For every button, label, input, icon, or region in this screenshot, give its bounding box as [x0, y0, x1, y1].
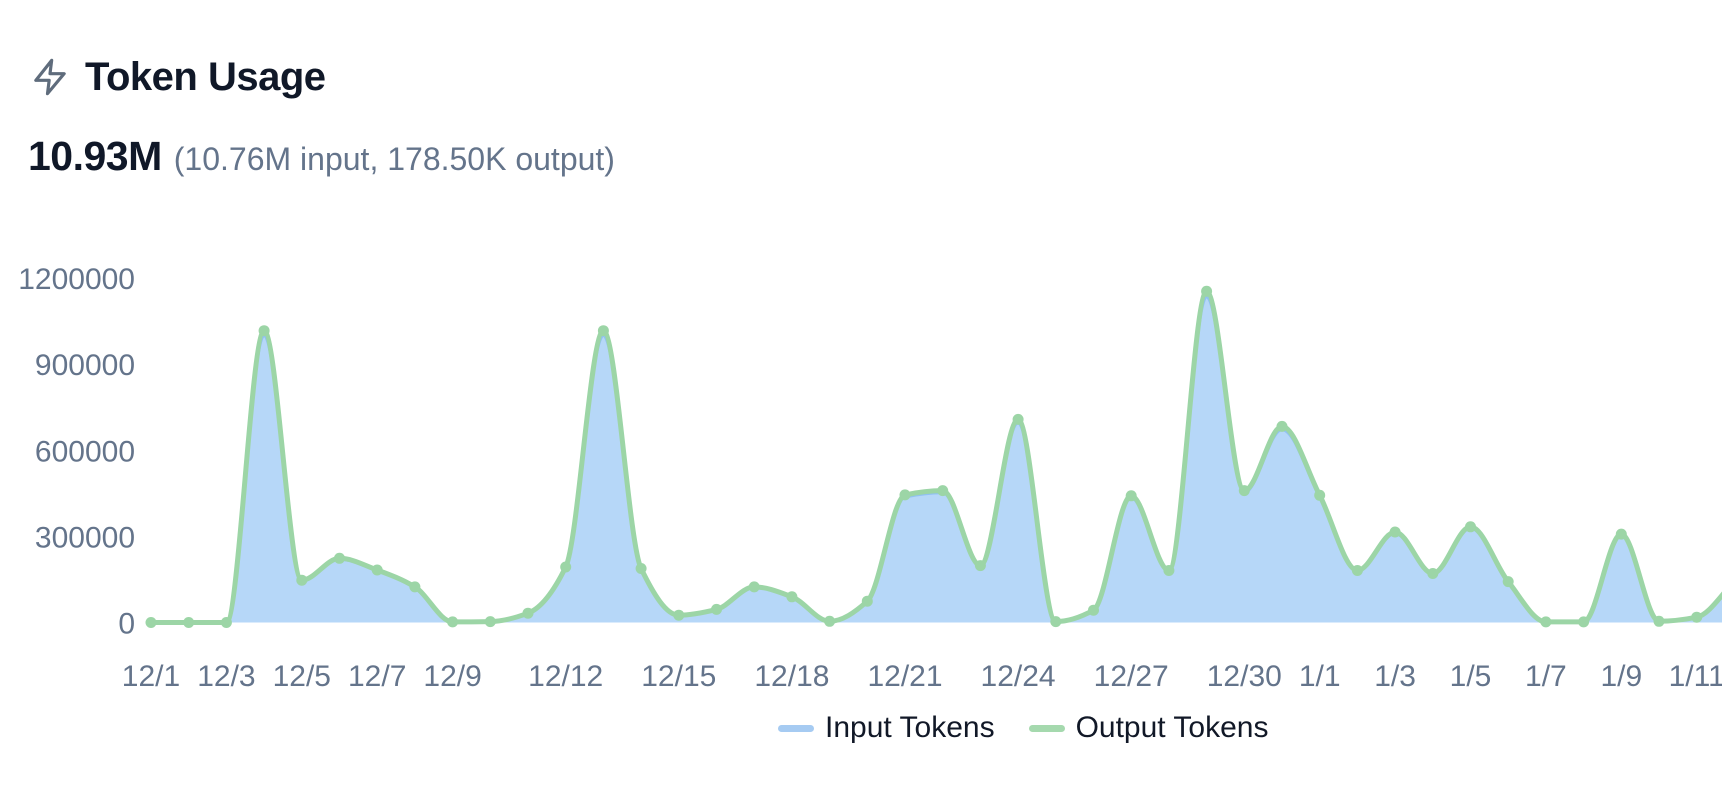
data-point-dot	[974, 560, 986, 572]
data-point-dot	[1578, 616, 1590, 628]
data-point-dot	[296, 574, 308, 586]
data-point-dot	[409, 581, 421, 593]
token-usage-chart-svg: 1200000 900000 600000 300000 0 12/1 12/3 12/5 12…	[18, 263, 1722, 693]
x-axis-tick-label: 1/3	[1374, 660, 1416, 693]
token-usage-chart: 1200000 900000 600000 300000 0 12/1 12/3 12/5 12…	[0, 230, 1722, 700]
data-point-dot	[1351, 565, 1363, 576]
output-tokens-legend-swatch	[1028, 724, 1065, 732]
data-point-dot	[937, 485, 949, 497]
data-point-dot	[1050, 616, 1062, 628]
x-axis-tick-label: 12/7	[348, 660, 406, 693]
y-axis-tick-label: 1200000	[18, 263, 135, 296]
data-point-dot	[145, 617, 157, 628]
x-axis-tick-label: 1/7	[1525, 660, 1567, 693]
data-point-dot	[711, 603, 722, 615]
panel-header: Token Usage	[30, 54, 326, 100]
data-point-dot	[1389, 526, 1401, 538]
data-point-dot	[673, 609, 685, 621]
x-axis-tick-label: 12/1	[122, 660, 180, 693]
data-point-dot	[1540, 616, 1552, 628]
chart-legend: Input Tokens Output Tokens	[778, 711, 1268, 745]
x-axis-tick-label: 1/1	[1299, 660, 1341, 693]
legend-item-input-tokens: Input Tokens	[778, 711, 995, 745]
data-point-dot	[183, 617, 195, 628]
data-point-dot	[220, 617, 232, 628]
data-point-dot	[1427, 568, 1439, 579]
data-point-dot	[1238, 485, 1250, 497]
y-axis-tick-label: 900000	[35, 349, 135, 382]
x-axis-tick-label: 12/27	[1094, 660, 1169, 693]
data-point-dot	[597, 325, 609, 337]
data-point-dot	[1653, 615, 1665, 627]
data-point-dot	[560, 561, 572, 573]
data-point-dot	[1615, 528, 1627, 540]
x-axis-tick-label: 12/24	[981, 660, 1056, 693]
x-axis-tick-label: 12/15	[641, 660, 716, 693]
legend-label: Input Tokens	[825, 711, 995, 744]
data-point-dot	[1502, 576, 1514, 588]
x-axis-tick-label: 1/9	[1600, 660, 1642, 693]
data-point-dot	[1012, 413, 1024, 425]
data-point-dot	[1691, 611, 1703, 623]
data-point-dot	[371, 564, 383, 576]
x-axis-tick-label: 12/18	[754, 660, 829, 693]
data-point-dot	[1314, 489, 1326, 501]
x-axis-tick-label: 12/5	[273, 660, 331, 693]
legend-item-output-tokens: Output Tokens	[1028, 711, 1269, 745]
data-point-dot	[1088, 604, 1099, 616]
x-axis-tick-label: 12/21	[867, 660, 942, 693]
data-point-dot	[447, 616, 459, 628]
page-title: Token Usage	[85, 54, 326, 99]
x-axis-tick-label: 1/11	[1669, 660, 1722, 693]
data-point-dot	[899, 489, 911, 501]
x-axis-tick-label: 1/5	[1450, 660, 1492, 693]
data-point-dot	[635, 563, 647, 574]
x-axis-tick-label: 12/9	[423, 660, 481, 693]
legend-label: Output Tokens	[1075, 711, 1269, 744]
data-point-dot	[861, 595, 873, 607]
tokens-breakdown: (10.76M input, 178.50K output)	[173, 141, 615, 177]
data-point-dot	[334, 552, 345, 564]
data-point-dot	[1125, 490, 1137, 502]
y-axis-tick-label: 300000	[35, 521, 135, 554]
data-point-dot	[484, 616, 496, 628]
usage-summary: 10.93M (10.76M input, 178.50K output)	[28, 133, 615, 180]
data-point-dot	[824, 615, 836, 627]
y-axis-tick-label: 600000	[35, 435, 135, 468]
data-point-dot	[1276, 420, 1288, 432]
data-point-dot	[786, 591, 798, 603]
x-axis-tick-label: 12/12	[528, 660, 603, 693]
data-point-dot	[1163, 565, 1175, 576]
total-tokens-value: 10.93M	[28, 133, 162, 179]
input-tokens-area	[151, 296, 1722, 623]
data-point-dot	[748, 581, 760, 593]
zap-icon	[34, 58, 66, 96]
x-axis-tick-label: 12/30	[1207, 660, 1282, 693]
x-axis-tick-label: 12/3	[197, 660, 255, 693]
data-point-dot	[1465, 521, 1476, 533]
y-axis-tick-label: 0	[118, 608, 135, 641]
input-tokens-legend-swatch	[778, 724, 814, 732]
data-point-dot	[258, 325, 270, 337]
data-point-dot	[1201, 285, 1213, 297]
data-point-dot	[522, 607, 534, 619]
